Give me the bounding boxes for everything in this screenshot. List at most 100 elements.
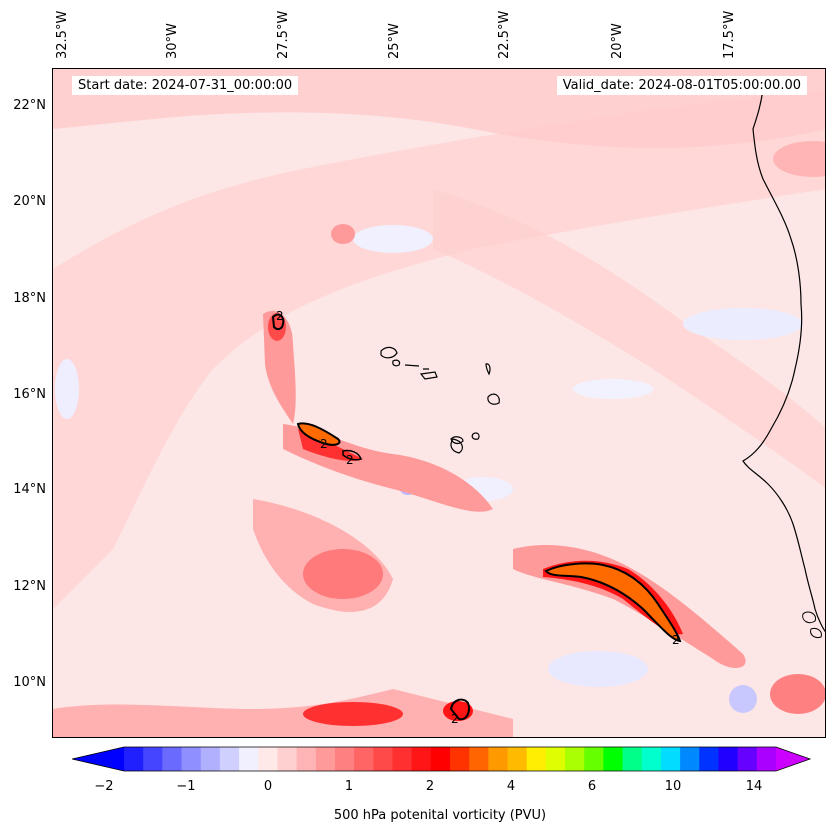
pv-field-map (53, 69, 825, 737)
pv-band-east (433, 189, 825, 488)
pv-band-light (53, 89, 825, 609)
colorbar-swatch (603, 747, 624, 771)
colorbar-swatch (737, 747, 758, 771)
lon-label-17-5w: 17.5°W (722, 10, 737, 59)
contour-label-north: 2 (276, 309, 284, 323)
colorbar-swatch (526, 747, 547, 771)
colorbar-swatch (200, 747, 221, 771)
pv-streak-east-high (546, 563, 680, 641)
island-santo-antao (380, 346, 398, 359)
pv-blob-north-pink (331, 224, 355, 244)
colorbar-swatch (699, 747, 719, 771)
colorbar-label: 500 hPa potenital vorticity (PVU) (333, 808, 547, 823)
contour-label-east: 2 (672, 633, 680, 647)
lat-label-18n: 18°N (13, 291, 46, 306)
colorbar-swatch (430, 747, 451, 771)
pv-streak-north (263, 310, 296, 424)
colorbar-swatch (680, 747, 700, 771)
colorbar-extend-low (72, 747, 124, 771)
lon-label-32-5w: 32.5°W (55, 10, 70, 59)
lat-label-22n: 22°N (13, 98, 46, 113)
colorbar-tick-0: 0 (263, 779, 273, 794)
colorbar-swatch (450, 747, 470, 771)
start-date-label: Start date: 2024-07-31_00:00:00 (72, 76, 299, 95)
island-boa-vista (485, 363, 491, 376)
pv-low-patch-7 (729, 685, 757, 713)
island-fogo (471, 432, 480, 440)
coastline-africa (742, 88, 825, 633)
colorbar-swatch (488, 747, 509, 771)
colorbar-swatch (545, 747, 566, 771)
lat-label-20n: 20°N (13, 194, 46, 209)
lat-label-14n: 14°N (13, 482, 46, 497)
pv-blob-south-small (443, 701, 473, 721)
colorbar-swatch (392, 747, 413, 771)
pv-contour-2-north (271, 313, 285, 331)
colorbar-swatch (258, 747, 278, 771)
colorbar-tick-10: 10 (664, 779, 682, 794)
pv-low-patch-3 (55, 359, 79, 419)
pv-contour-2-center-east (342, 449, 362, 461)
pv-blob-northeast-pink (773, 141, 825, 177)
contour-label-south: 2 (451, 712, 459, 726)
island-boa-vista-2 (487, 393, 500, 405)
colorbar-swatch (756, 747, 777, 771)
coastline-islands (380, 346, 500, 454)
pv-blob-southeast (770, 674, 825, 714)
map-panel (52, 68, 826, 738)
island-santiago (450, 438, 463, 454)
colorbar-swatch (354, 747, 374, 771)
colorbar-swatch (641, 747, 662, 771)
island-sal (419, 371, 438, 380)
colorbar-swatch (565, 747, 585, 771)
colorbar-swatch (315, 747, 336, 771)
pv-blob-southwest-core (303, 549, 383, 599)
colorbar-tick-1: 1 (344, 779, 354, 794)
colorbar-swatch (469, 747, 489, 771)
pv-contour-2-center (296, 422, 341, 446)
colorbar (72, 746, 812, 772)
colorbar-outline (72, 746, 812, 772)
colorbar-tick-6: 6 (587, 779, 597, 794)
colorbar-swatch (277, 747, 298, 771)
colorbar-tick-4: 4 (506, 779, 516, 794)
colorbar-swatch (143, 747, 163, 771)
colorbar-swatch (162, 747, 183, 771)
coastline-bijagos (802, 611, 822, 638)
lat-label-10n: 10°N (13, 675, 46, 690)
lon-label-27-5w: 27.5°W (276, 10, 291, 59)
colorbar-swatch (411, 747, 432, 771)
lat-label-12n: 12°N (13, 579, 46, 594)
colorbar-swatch (296, 747, 317, 771)
lon-label-30w: 30°W (165, 23, 180, 59)
colorbar-swatch (622, 747, 643, 771)
pv-low-patch-1 (353, 225, 433, 253)
pv-contour-2-south (449, 698, 470, 721)
pv-band-south (53, 689, 513, 737)
colorbar-tick-neg2: −2 (94, 779, 114, 794)
colorbar-swatch (181, 747, 202, 771)
colorbar-extend-high (776, 747, 810, 771)
island-maio (450, 436, 464, 445)
valid-date-label: Valid_date: 2024-08-01T05:00:00.00 (556, 76, 807, 95)
lon-label-20w: 20°W (610, 23, 625, 59)
colorbar-tick-neg1: −1 (176, 779, 196, 794)
colorbar-swatch (124, 747, 144, 771)
pv-low-patch-2 (683, 308, 803, 340)
colorbar-tick-2: 2 (425, 779, 435, 794)
colorbar-tick-14: 14 (745, 779, 763, 794)
pv-low-patch-4 (573, 379, 653, 399)
island-sao-vicente (392, 359, 401, 367)
pv-streak-east-core (543, 560, 683, 635)
pv-low-patch-6 (548, 651, 648, 687)
colorbar-swatch (718, 747, 739, 771)
colorbar-swatch (334, 747, 355, 771)
pv-contour-2-east (544, 562, 682, 643)
lat-label-16n: 16°N (13, 387, 46, 402)
contour-label-center-east: 2 (346, 453, 354, 467)
pv-blob-south-core (303, 702, 403, 726)
colorbar-swatch (219, 747, 240, 771)
lon-label-22-5w: 22.5°W (497, 10, 512, 59)
colorbar-swatch (584, 747, 604, 771)
colorbar-swatch (239, 747, 259, 771)
